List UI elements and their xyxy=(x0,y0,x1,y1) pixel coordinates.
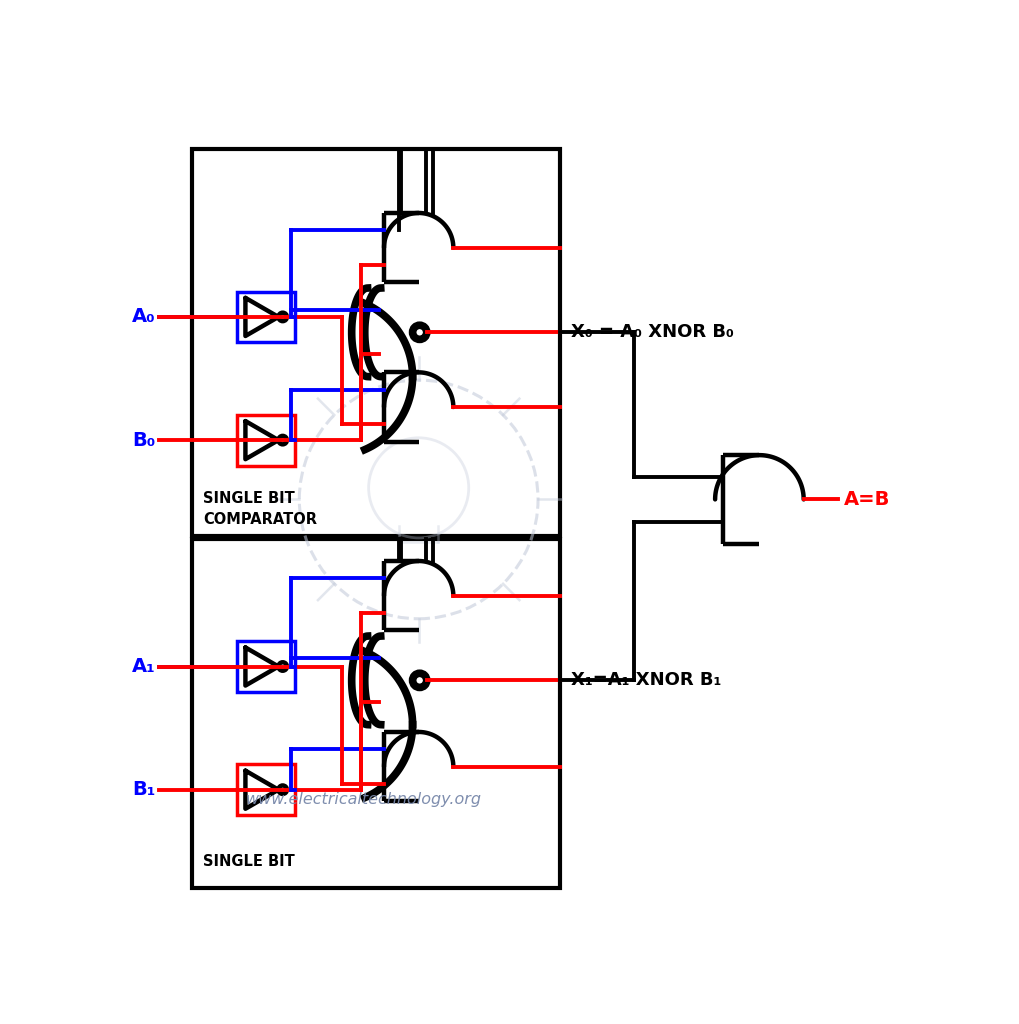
Text: A₁: A₁ xyxy=(131,657,155,676)
Text: SINGLE BIT: SINGLE BIT xyxy=(203,854,294,868)
Text: X₁=A₁ XNOR B₁: X₁=A₁ XNOR B₁ xyxy=(571,672,721,689)
Text: B₁: B₁ xyxy=(131,780,155,799)
Text: www.electricaltechnology.org: www.electricaltechnology.org xyxy=(246,793,481,807)
Text: A=B: A=B xyxy=(844,489,890,509)
Text: X₀ = A₀ XNOR B₀: X₀ = A₀ XNOR B₀ xyxy=(571,324,734,341)
Text: B₀: B₀ xyxy=(132,431,155,450)
Text: SINGLE BIT
COMPARATOR: SINGLE BIT COMPARATOR xyxy=(203,492,317,527)
Text: A₀: A₀ xyxy=(131,307,155,327)
